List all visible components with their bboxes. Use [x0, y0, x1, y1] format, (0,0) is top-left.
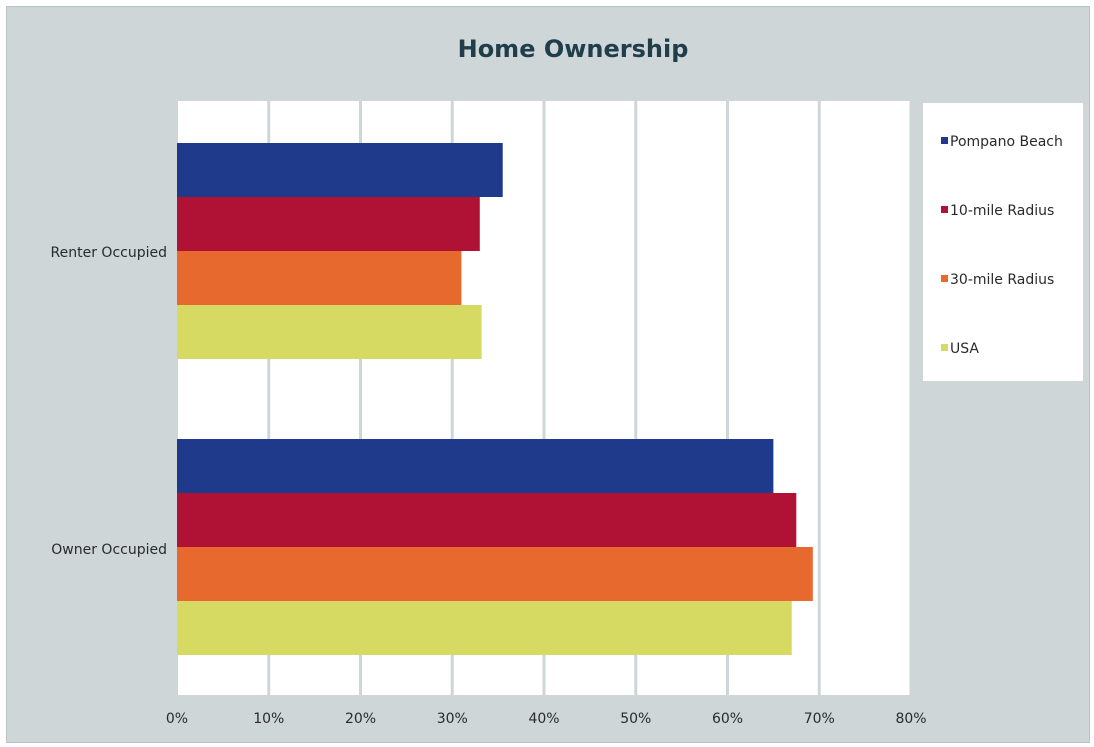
x-tick-label: 80%: [895, 711, 926, 727]
bar-owner-occupied-10-mile-radius: [177, 493, 797, 547]
legend-label-10-mile-radius: 10-mile Radius: [950, 203, 1054, 219]
x-tick-label: 50%: [620, 711, 651, 727]
x-tick-label: 60%: [712, 711, 743, 727]
bar-renter-occupied-pompano-beach: [177, 143, 503, 197]
bar-renter-occupied-30-mile-radius: [177, 251, 462, 305]
legend-swatch-pompano-beach: [941, 137, 948, 144]
legend-swatch-usa: [941, 344, 948, 351]
legend-swatch-30-mile-radius: [941, 275, 948, 282]
x-tick-label: 20%: [345, 711, 376, 727]
legend-label-pompano-beach: Pompano Beach: [950, 134, 1063, 150]
bars: [177, 143, 813, 655]
x-tick-label: 30%: [437, 711, 468, 727]
x-tick-labels: 0% 10% 20% 30% 40% 50% 60% 70% 80%: [166, 711, 927, 727]
category-label-renter: Renter Occupied: [51, 245, 167, 261]
legend-label-usa: USA: [950, 341, 979, 357]
legend: Pompano Beach 10-mile Radius 30-mile Rad…: [923, 103, 1083, 381]
legend-swatch-10-mile-radius: [941, 206, 948, 213]
chart-title: Home Ownership: [458, 35, 689, 63]
x-tick-label: 10%: [253, 711, 284, 727]
bar-renter-occupied-10-mile-radius: [177, 197, 480, 251]
x-tick-label: 70%: [804, 711, 835, 727]
chart: Home Ownership Renter Occupied Owner Occ…: [51, 35, 1083, 727]
bar-owner-occupied-usa: [177, 601, 792, 655]
x-tick-label: 0%: [166, 711, 188, 727]
x-tick-label: 40%: [528, 711, 559, 727]
chart-frame: Home Ownership Renter Occupied Owner Occ…: [6, 6, 1090, 743]
legend-label-30-mile-radius: 30-mile Radius: [950, 272, 1054, 288]
legend-box: [923, 103, 1083, 381]
category-label-owner: Owner Occupied: [51, 542, 167, 558]
bar-owner-occupied-pompano-beach: [177, 439, 774, 493]
category-labels: Renter Occupied Owner Occupied: [51, 245, 167, 558]
bar-owner-occupied-30-mile-radius: [177, 547, 813, 601]
bar-renter-occupied-usa: [177, 305, 482, 359]
